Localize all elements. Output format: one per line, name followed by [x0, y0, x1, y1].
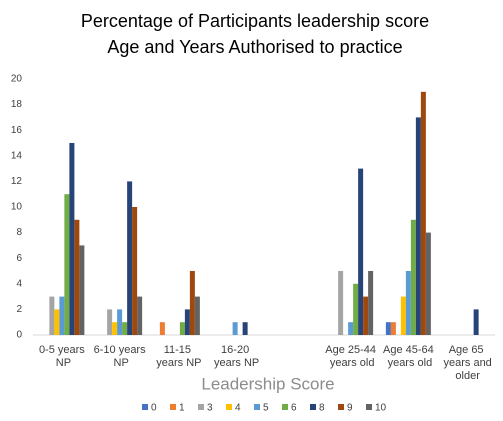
bar	[338, 271, 344, 335]
y-tick-label: 4	[16, 278, 22, 289]
legend-swatch	[142, 404, 148, 410]
bar	[390, 322, 396, 335]
bar	[189, 271, 195, 335]
bar	[69, 143, 75, 335]
x-tick-label: 16-20 years NP	[211, 344, 259, 369]
legend-label: 6	[291, 403, 297, 414]
bar	[410, 219, 416, 335]
bar	[242, 322, 248, 335]
bar	[358, 168, 364, 335]
bar	[49, 296, 55, 335]
bar	[194, 296, 200, 335]
legend-swatch	[170, 404, 176, 410]
y-tick-label: 12	[11, 176, 23, 187]
y-tick-label: 0	[16, 330, 22, 341]
bar	[473, 309, 479, 335]
chart-subtitle: Age and Years Authorised to practice	[107, 37, 402, 57]
bar	[353, 283, 359, 335]
chart-title: Percentage of Participants leadership sc…	[81, 11, 429, 31]
y-tick-label: 16	[11, 125, 23, 136]
bar	[425, 232, 431, 335]
bar	[122, 322, 128, 335]
legend-label: 4	[235, 403, 241, 414]
legend-swatch	[338, 404, 344, 410]
legend-swatch	[366, 404, 372, 410]
bar	[385, 322, 391, 335]
x-axis-label: Leadership Score	[201, 374, 334, 393]
x-tick-label: Age 65 years and older	[440, 344, 491, 382]
bar	[117, 309, 123, 335]
bar	[232, 322, 238, 335]
bar	[132, 207, 138, 335]
legend-label: 8	[319, 403, 325, 414]
bar	[127, 181, 133, 335]
legend-label: 3	[207, 403, 213, 414]
bar	[363, 296, 369, 335]
legend-label: 1	[179, 403, 185, 414]
legend-label: 5	[263, 403, 269, 414]
bar	[179, 322, 185, 335]
bar	[348, 322, 354, 335]
legend-label: 10	[375, 403, 387, 414]
bar	[420, 91, 426, 335]
x-tick-label: 6-10 years NP	[94, 344, 146, 369]
bar	[400, 296, 406, 335]
y-tick-label: 18	[11, 99, 23, 110]
bar	[64, 194, 70, 335]
bar	[74, 219, 80, 335]
x-tick-label: 0-5 years NP	[39, 344, 85, 369]
y-tick-label: 10	[11, 202, 23, 213]
y-tick-label: 6	[16, 253, 22, 264]
bar	[107, 309, 113, 335]
y-tick-label: 8	[16, 227, 22, 238]
bar	[368, 271, 374, 335]
y-tick-label: 14	[11, 150, 23, 161]
bar	[59, 296, 65, 335]
bar	[405, 271, 411, 335]
bar	[54, 309, 60, 335]
bar	[112, 322, 118, 335]
x-tick-label: Age 25-44 years old	[325, 344, 376, 369]
legend-swatch	[310, 404, 316, 410]
bar	[159, 322, 165, 335]
legend-swatch	[282, 404, 288, 410]
x-tick-label: 11-15 years NP	[153, 344, 201, 369]
bar	[415, 117, 421, 336]
bar	[79, 245, 85, 335]
y-tick-label: 20	[11, 74, 23, 85]
y-tick-label: 2	[16, 304, 22, 315]
legend-label: 0	[151, 403, 157, 414]
legend-swatch	[198, 404, 204, 410]
bar	[137, 296, 143, 335]
bar	[184, 309, 190, 335]
legend-label: 9	[347, 403, 353, 414]
x-tick-label: Age 45-64 years old	[383, 344, 434, 369]
legend-swatch	[226, 404, 232, 410]
legend-swatch	[254, 404, 260, 410]
